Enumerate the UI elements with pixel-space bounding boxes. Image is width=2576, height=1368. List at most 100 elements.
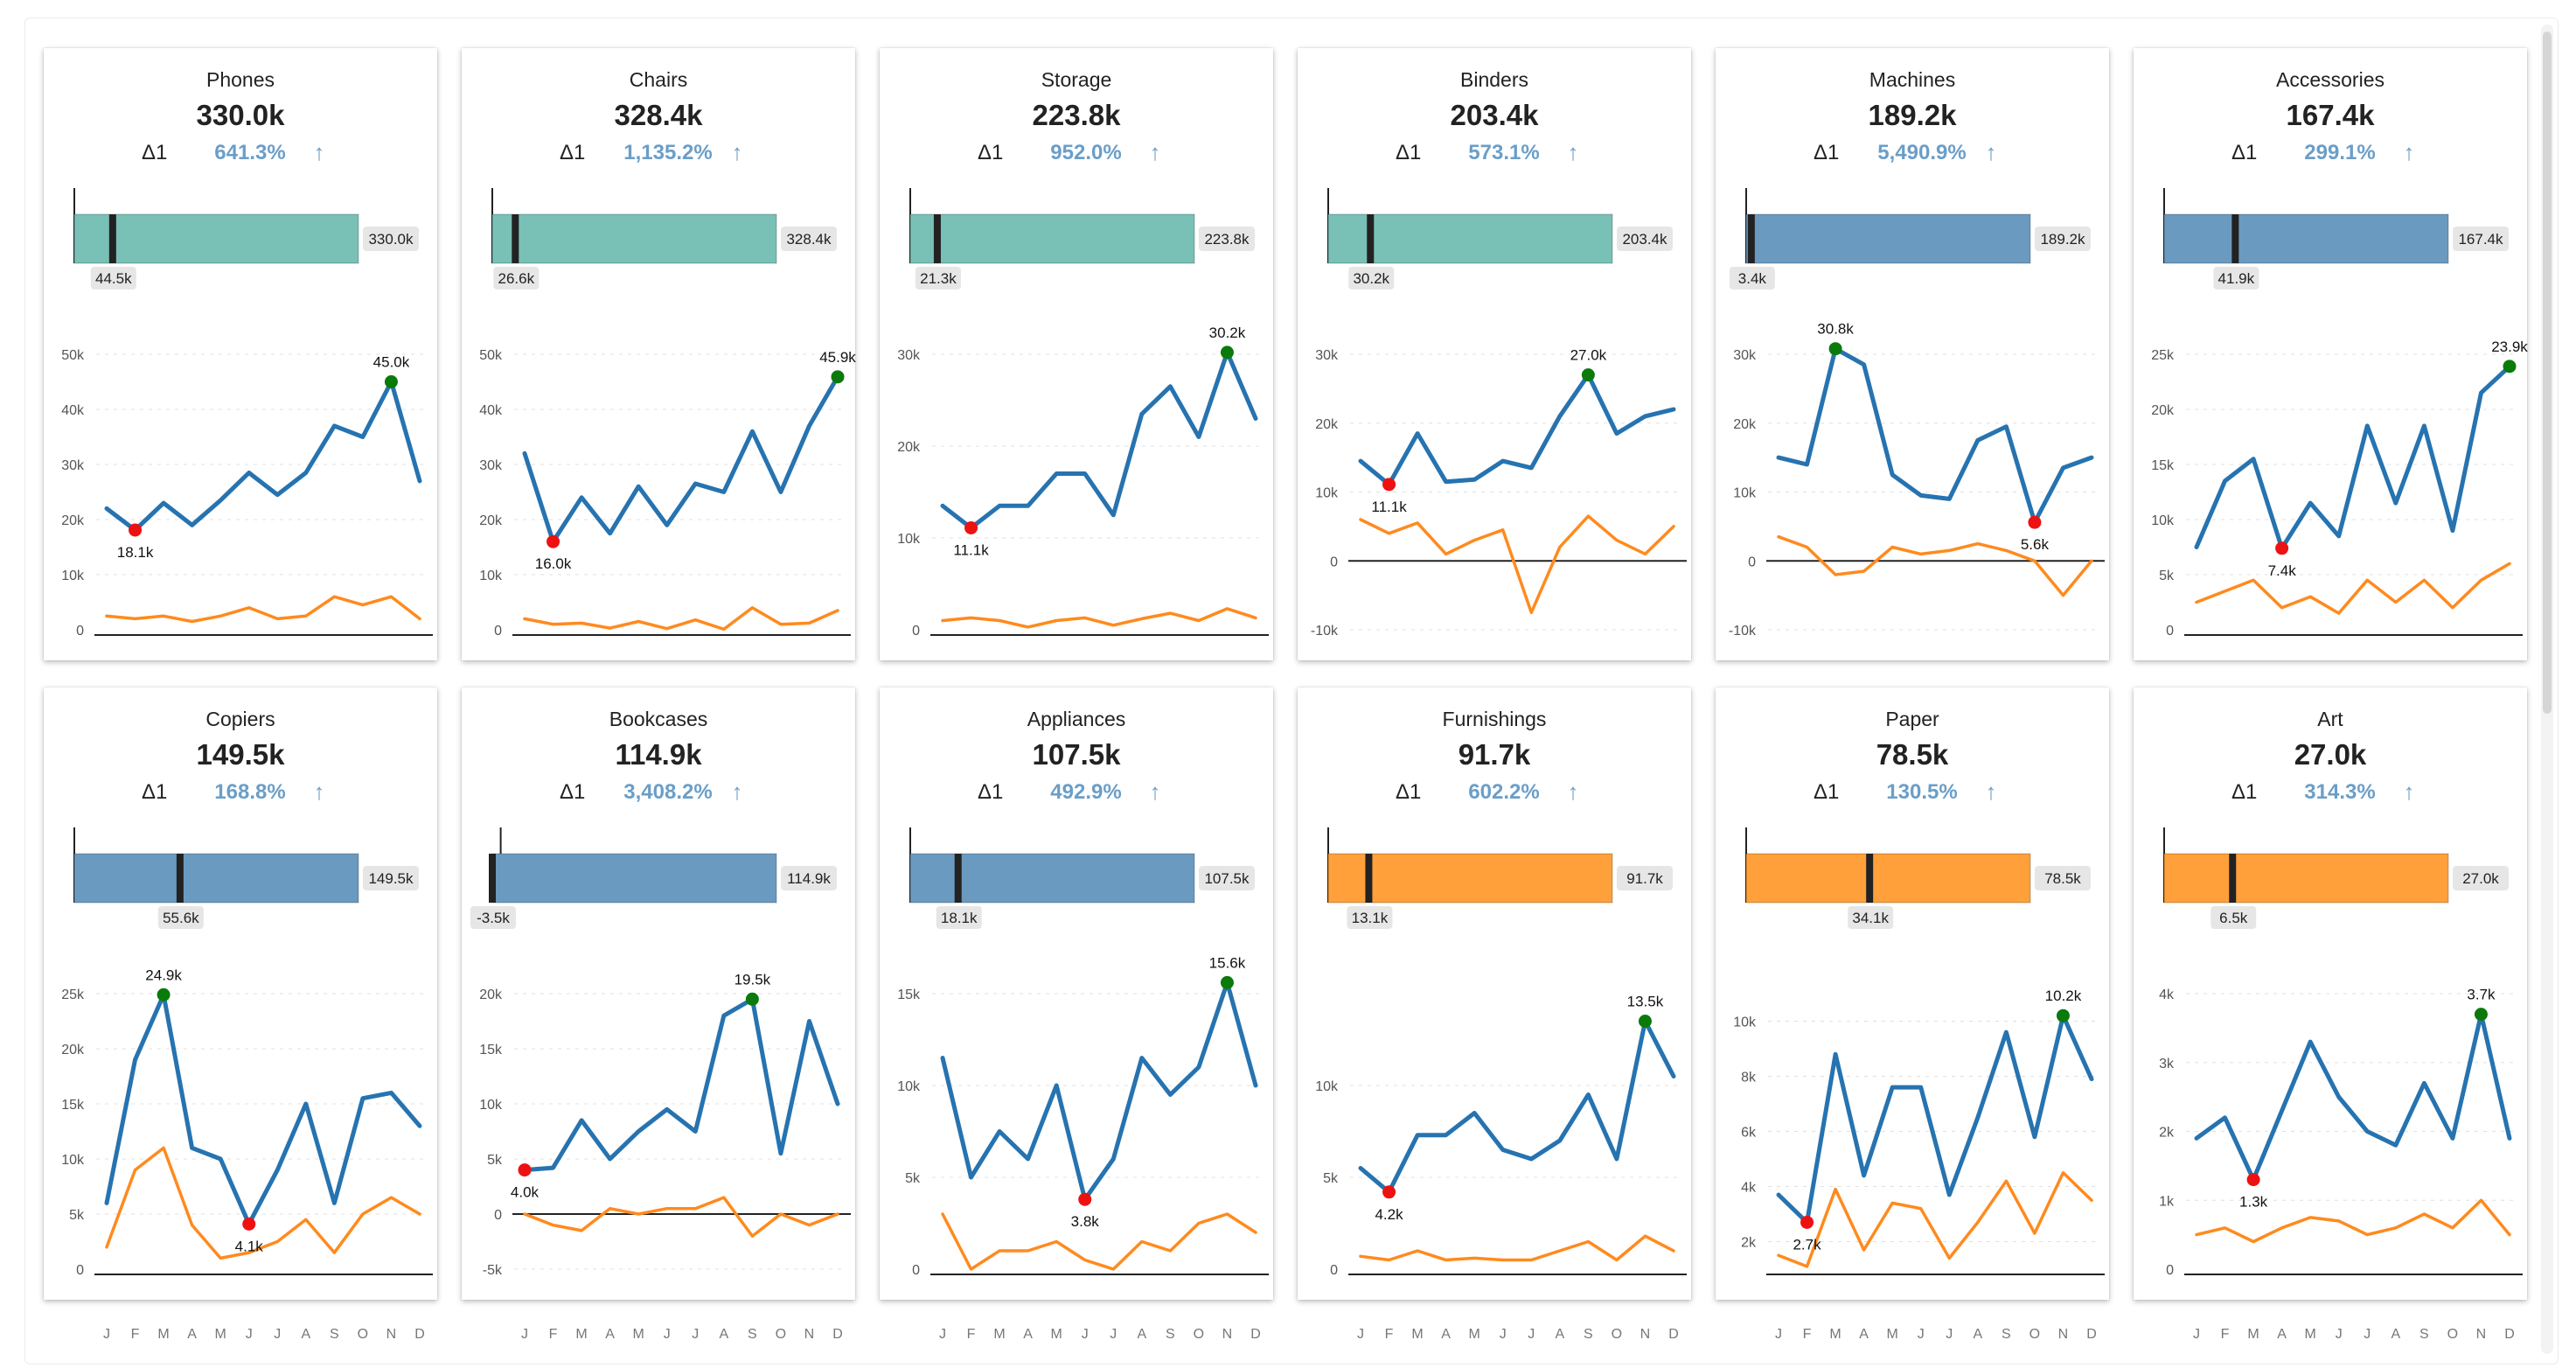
delta-label: Δ1 bbox=[142, 780, 167, 804]
min-point-label: 2.7k bbox=[1793, 1236, 1821, 1253]
y-tick-label: 10k bbox=[61, 569, 85, 583]
max-point-marker[interactable] bbox=[384, 375, 398, 388]
main-series-line[interactable] bbox=[1358, 373, 1676, 487]
card-title: Storage bbox=[1041, 68, 1112, 91]
total-bar[interactable] bbox=[73, 853, 359, 904]
total-bar[interactable] bbox=[909, 213, 1195, 264]
min-point-label: 1.3k bbox=[2239, 1194, 2268, 1211]
card-accessories[interactable]: Accessories 167.4k Δ1 299.1% ↑ 167.4k 41.9k 0 5k… bbox=[2134, 48, 2528, 660]
max-point-marker[interactable] bbox=[831, 370, 845, 384]
card-appliances[interactable]: Appliances 107.5k Δ1 492.9% ↑ 107.5k 18.1k 0 5k 1… bbox=[880, 687, 1273, 1300]
min-point-marker[interactable] bbox=[1800, 1215, 1814, 1229]
secondary-series-line[interactable] bbox=[941, 607, 1257, 629]
card-copiers[interactable]: Copiers 149.5k Δ1 168.8% ↑ 149.5k 55.6k 0 5k 10k 1… bbox=[44, 687, 437, 1300]
min-point-marker[interactable] bbox=[1382, 1185, 1396, 1199]
min-point-marker[interactable] bbox=[2028, 515, 2042, 529]
y-tick-label: 20k bbox=[2151, 403, 2175, 418]
prior-year-marker bbox=[1747, 214, 1755, 263]
min-point-marker[interactable] bbox=[242, 1217, 256, 1231]
min-point-marker[interactable] bbox=[2275, 541, 2289, 555]
secondary-series-line[interactable] bbox=[105, 595, 421, 624]
main-series-line[interactable] bbox=[1776, 346, 2094, 525]
max-point-marker[interactable] bbox=[2503, 359, 2517, 373]
card-title: Appliances bbox=[1027, 708, 1126, 730]
secondary-series-line[interactable] bbox=[941, 1212, 1257, 1271]
total-bar[interactable] bbox=[73, 213, 359, 264]
y-tick-label: 0 bbox=[912, 1263, 920, 1278]
scrollbar-thumb[interactable] bbox=[2543, 31, 2552, 714]
prior-year-marker bbox=[2231, 214, 2239, 263]
card-bookcases[interactable]: Bookcases 114.9k Δ1 3,408.2% ↑ 114.9k -3.5k -5k… bbox=[462, 687, 855, 1300]
main-series-line[interactable] bbox=[522, 374, 840, 544]
max-point-marker[interactable] bbox=[157, 988, 171, 1002]
y-tick-label: 30k bbox=[479, 458, 503, 473]
main-series-line[interactable] bbox=[2194, 1012, 2512, 1183]
min-point-marker[interactable] bbox=[1078, 1192, 1092, 1206]
total-bar[interactable] bbox=[2163, 213, 2449, 264]
min-point-marker[interactable] bbox=[547, 534, 560, 548]
max-point-marker[interactable] bbox=[1581, 368, 1595, 382]
secondary-series-line[interactable] bbox=[523, 606, 839, 632]
secondary-series-line[interactable] bbox=[1777, 1171, 2093, 1268]
max-point-marker[interactable] bbox=[1220, 975, 1234, 989]
min-point-marker[interactable] bbox=[518, 1163, 532, 1177]
y-tick-label: 4k bbox=[1741, 1181, 1757, 1196]
secondary-series-line[interactable] bbox=[523, 1196, 839, 1238]
main-series-line[interactable] bbox=[104, 380, 422, 533]
marker-label-bg bbox=[1848, 906, 1894, 929]
secondary-series-line[interactable] bbox=[1359, 1234, 1675, 1262]
card-total-value: 78.5k bbox=[1876, 738, 1949, 771]
max-point-marker[interactable] bbox=[1638, 1015, 1652, 1028]
bar-end-label: 107.5k bbox=[1204, 870, 1250, 887]
total-bar[interactable] bbox=[1327, 853, 1613, 904]
bar-end-label: 189.2k bbox=[2040, 231, 2085, 248]
y-tick-label: 20k bbox=[897, 440, 921, 455]
secondary-series-line[interactable] bbox=[2195, 562, 2511, 615]
total-bar[interactable] bbox=[491, 213, 777, 264]
main-series-line[interactable] bbox=[1776, 1013, 2094, 1225]
main-series-line[interactable] bbox=[940, 980, 1258, 1202]
secondary-series-line[interactable] bbox=[1777, 534, 2093, 597]
total-bar[interactable] bbox=[2163, 853, 2449, 904]
secondary-series-line[interactable] bbox=[2195, 1198, 2511, 1244]
total-bar[interactable] bbox=[1745, 853, 2031, 904]
card-storage[interactable]: Storage 223.8k Δ1 952.0% ↑ 223.8k 21.3k 0 10k 20k… bbox=[880, 48, 1273, 660]
card-binders[interactable]: Binders 203.4k Δ1 573.1% ↑ 203.4k 30.2k -10k 0 10… bbox=[1298, 48, 1691, 660]
max-point-marker[interactable] bbox=[1828, 342, 1842, 356]
min-point-marker[interactable] bbox=[1382, 478, 1396, 492]
card-paper[interactable]: Paper 78.5k Δ1 130.5% ↑ 78.5k 34.1k 2k 4k 6k 8k 10k… bbox=[1716, 687, 2109, 1300]
main-series-line[interactable] bbox=[2194, 364, 2512, 551]
min-point-marker[interactable] bbox=[129, 523, 143, 537]
max-point-label: 27.0k bbox=[1570, 347, 1607, 364]
card-total-value: 107.5k bbox=[1033, 738, 1122, 771]
total-bar[interactable] bbox=[1327, 213, 1613, 264]
total-bar[interactable] bbox=[491, 853, 777, 904]
y-tick-label: 10k bbox=[1315, 486, 1339, 501]
main-series-line[interactable] bbox=[522, 996, 840, 1173]
min-point-marker[interactable] bbox=[2246, 1173, 2260, 1187]
arrow-up-icon: ↑ bbox=[1568, 778, 1579, 805]
min-point-marker[interactable] bbox=[964, 520, 978, 534]
max-point-marker[interactable] bbox=[2474, 1008, 2488, 1022]
delta-percent: 952.0% bbox=[1050, 141, 1121, 164]
main-series-line[interactable] bbox=[940, 350, 1258, 530]
prior-year-marker bbox=[489, 854, 496, 903]
card-machines[interactable]: Machines 189.2k Δ1 5,490.9% ↑ 189.2k 3.4k -10k 0… bbox=[1716, 48, 2109, 660]
max-point-marker[interactable] bbox=[745, 992, 759, 1006]
secondary-series-line[interactable] bbox=[1359, 514, 1675, 615]
card-art[interactable]: Art 27.0k Δ1 314.3% ↑ 27.0k 6.5k 0 1k 2k 3k 4k 3.7k 1… bbox=[2134, 687, 2527, 1300]
card-furnishings[interactable]: Furnishings 91.7k Δ1 602.2% ↑ 91.7k 13.1k 0 5k 10… bbox=[1298, 687, 1691, 1300]
max-point-marker[interactable] bbox=[2056, 1009, 2070, 1023]
secondary-series-line[interactable] bbox=[105, 1146, 421, 1260]
card-title: Bookcases bbox=[609, 708, 708, 730]
max-point-marker[interactable] bbox=[1220, 345, 1234, 359]
main-series-line[interactable] bbox=[104, 992, 422, 1226]
card-chairs[interactable]: Chairs 328.4k Δ1 1,135.2% ↑ 328.4k 26.6k 0 10k 20… bbox=[462, 48, 856, 660]
card-phones[interactable]: Phones 330.0k Δ1 641.3% ↑ 330.0k 44.5k 0 10k 20k 3… bbox=[44, 48, 437, 660]
y-tick-label: 0 bbox=[494, 624, 502, 639]
total-bar[interactable] bbox=[1745, 213, 2031, 264]
y-tick-label: 15k bbox=[897, 988, 921, 1002]
total-bar[interactable] bbox=[909, 853, 1195, 904]
main-series-line[interactable] bbox=[1358, 1019, 1676, 1195]
card-title: Phones bbox=[206, 68, 275, 91]
